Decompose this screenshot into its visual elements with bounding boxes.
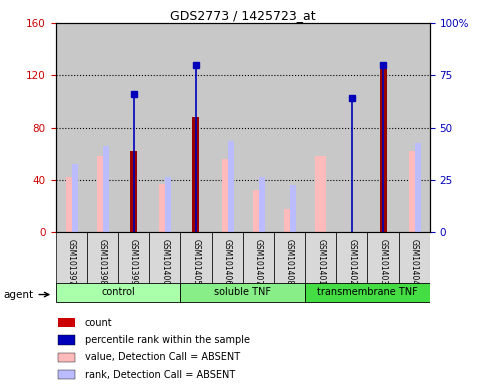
Bar [368,232,398,284]
Text: agent: agent [4,290,34,300]
Text: transmembrane TNF: transmembrane TNF [317,287,418,297]
Text: GSM101406: GSM101406 [223,238,232,285]
Text: percentile rank within the sample: percentile rank within the sample [85,335,250,345]
Bar [149,232,180,284]
Bar [56,232,87,284]
Bar [118,232,149,284]
Bar [290,185,296,232]
Bar [103,146,109,232]
Bar [159,184,170,232]
Bar [66,177,77,232]
Bar [259,177,265,232]
Title: GDS2773 / 1425723_at: GDS2773 / 1425723_at [170,9,315,22]
Bar [409,151,420,232]
Text: value, Detection Call = ABSENT: value, Detection Call = ABSENT [85,352,240,362]
Text: soluble TNF: soluble TNF [214,287,271,297]
Bar [284,209,295,232]
Text: GSM101405: GSM101405 [191,238,200,285]
Bar [130,151,137,232]
Text: GSM101401: GSM101401 [316,238,325,285]
Bar [336,232,368,284]
Text: GSM101402: GSM101402 [347,238,356,285]
Bar [305,232,336,284]
Bar [58,318,75,327]
Text: GSM101397: GSM101397 [67,238,76,285]
Text: GSM101404: GSM101404 [410,238,419,285]
Bar [58,335,75,345]
Bar [228,141,234,232]
Bar [253,190,264,232]
Bar [87,232,118,284]
Bar [56,283,180,302]
Bar [180,232,212,284]
Bar [193,117,199,232]
Bar [398,232,430,284]
Bar [166,177,171,232]
Bar [305,283,430,302]
Bar [242,232,274,284]
Text: GSM101408: GSM101408 [285,238,294,285]
Bar [415,143,421,232]
Text: control: control [101,287,135,297]
Bar [180,283,305,302]
Text: rank, Detection Call = ABSENT: rank, Detection Call = ABSENT [85,369,235,379]
Text: GSM101399: GSM101399 [129,238,138,285]
Bar [58,370,75,379]
Text: GSM101398: GSM101398 [98,238,107,285]
Bar [380,65,386,232]
Bar [222,159,233,232]
Bar [97,156,108,232]
Text: count: count [85,318,112,328]
Text: GSM101407: GSM101407 [254,238,263,285]
Bar [72,164,78,232]
Bar [274,232,305,284]
Text: GSM101400: GSM101400 [160,238,169,285]
Bar [212,232,242,284]
Text: GSM101403: GSM101403 [379,238,387,285]
Bar [315,156,326,232]
Bar [58,353,75,362]
